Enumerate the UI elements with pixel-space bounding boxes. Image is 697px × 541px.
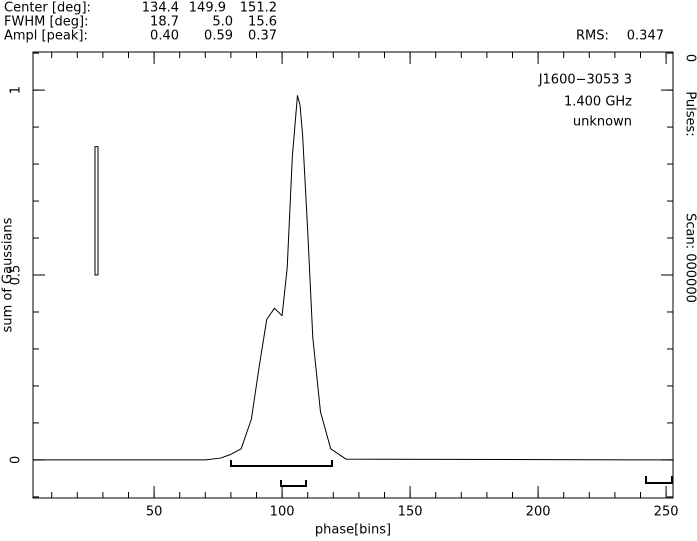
component-bracket xyxy=(645,476,673,484)
y-tick-label: 1 xyxy=(9,86,24,94)
rms-bar xyxy=(94,146,99,276)
rms-value: 0.347 xyxy=(627,29,664,44)
side-text: Pulses: xyxy=(683,91,697,136)
component-bracket xyxy=(280,480,307,487)
side-text: 0 xyxy=(683,54,697,62)
y-axis-label: sum of Gaussians xyxy=(1,217,16,332)
header-value: 149.9 xyxy=(189,1,226,16)
header-value: 134.4 xyxy=(142,1,179,16)
x-tick-label: 250 xyxy=(654,505,679,520)
header-value: 5.0 xyxy=(212,15,233,30)
header-label: Center [deg]: xyxy=(4,1,91,16)
header-value: 0.59 xyxy=(204,29,233,44)
x-tick-label: 50 xyxy=(146,505,163,520)
x-tick-label: 150 xyxy=(398,505,423,520)
header-value: 0.40 xyxy=(150,29,179,44)
header-label: Ampl [peak]: xyxy=(4,29,88,44)
header-value: 15.6 xyxy=(248,15,277,30)
header-label: FWHM [deg]: xyxy=(4,15,88,30)
y-tick-label: 0 xyxy=(9,456,24,464)
x-axis-label: phase[bins] xyxy=(315,523,391,538)
chart-title: J1600−3053 3 xyxy=(538,73,632,88)
x-tick-label: 200 xyxy=(526,505,551,520)
rms-label: RMS: xyxy=(576,29,609,44)
profile-line xyxy=(33,95,674,461)
subtitle: 1.400 GHz xyxy=(564,95,632,110)
header-value: 151.2 xyxy=(240,1,277,16)
subtitle: unknown xyxy=(573,115,632,130)
side-text: Scan: 000000 xyxy=(683,213,697,303)
component-bracket xyxy=(230,460,333,467)
header-value: 18.7 xyxy=(150,15,179,30)
x-tick-label: 100 xyxy=(270,505,295,520)
y-tick-label: 0.5 xyxy=(9,265,24,286)
header-value: 0.37 xyxy=(248,29,277,44)
